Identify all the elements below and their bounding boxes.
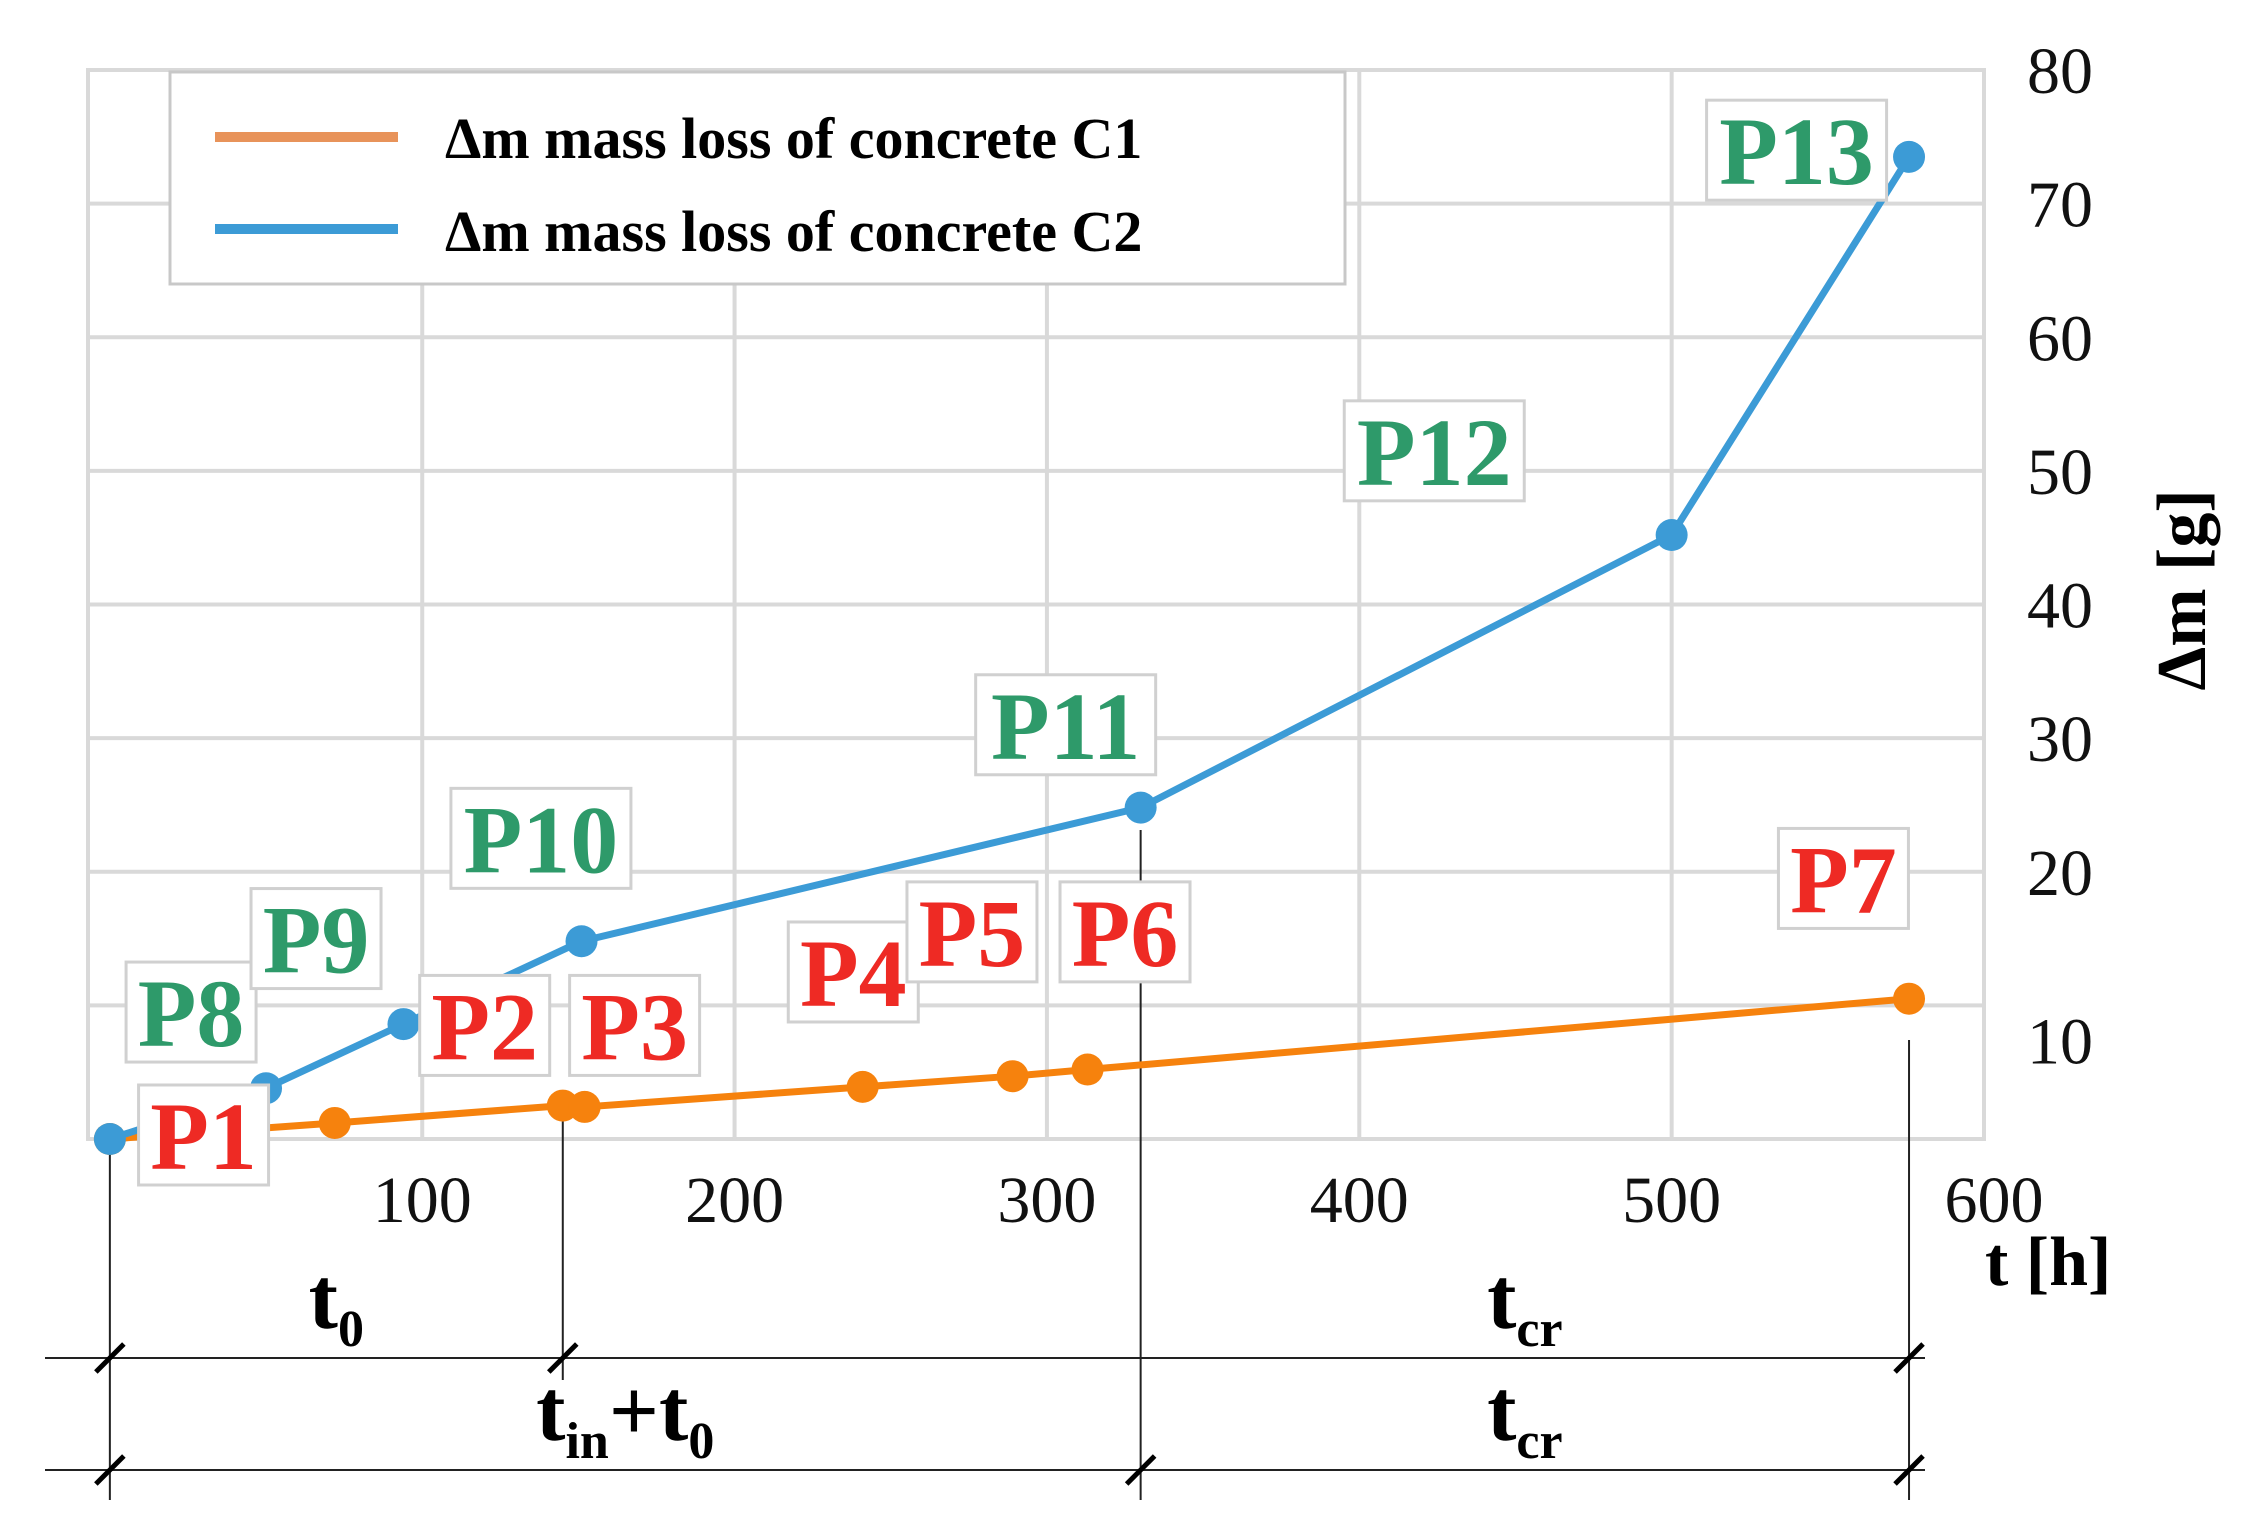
y-tick-labels: 10 20 30 40 50 60 70 80 bbox=[2027, 35, 2093, 1078]
y-tick-label: 30 bbox=[2027, 703, 2093, 776]
legend-label-c2: Δm mass loss of concrete C2 bbox=[445, 199, 1142, 264]
point-label-p3: P3 bbox=[581, 973, 688, 1080]
dimension-label-part: 0 bbox=[688, 1413, 714, 1470]
point-label-p5: P5 bbox=[919, 880, 1026, 987]
point-label-box bbox=[449, 786, 633, 890]
dimension-label-tcr_top: tcr bbox=[1487, 1251, 1562, 1358]
data-point-c2 bbox=[387, 1008, 420, 1041]
data-point-c2 bbox=[565, 925, 598, 958]
point-label-p9: P9 bbox=[263, 887, 370, 994]
point-label-box bbox=[786, 920, 920, 1024]
dimension-tick-mark bbox=[1893, 1342, 1925, 1374]
data-point-c1 bbox=[568, 1090, 601, 1123]
y-tick-label: 80 bbox=[2027, 35, 2093, 108]
point-label-box bbox=[974, 673, 1158, 777]
x-tick-label: 200 bbox=[685, 1164, 784, 1237]
point-label-p12: P12 bbox=[1357, 399, 1512, 506]
point-label-box bbox=[1058, 880, 1192, 984]
point-label-p1: P1 bbox=[150, 1083, 257, 1190]
dimension-label-part: 0 bbox=[338, 1301, 364, 1358]
dimension-label-part: t bbox=[536, 1363, 565, 1460]
point-label-p4: P4 bbox=[800, 920, 907, 1027]
y-tick-label: 20 bbox=[2027, 837, 2093, 910]
dimension-label-part: t bbox=[1487, 1363, 1516, 1460]
point-label-box bbox=[905, 880, 1039, 984]
dimension-label-part: cr bbox=[1516, 1301, 1562, 1358]
dimension-label-part: t bbox=[309, 1251, 338, 1348]
data-point-c2 bbox=[1124, 791, 1157, 824]
dimension-label-part: cr bbox=[1516, 1413, 1562, 1470]
y-tick-label: 10 bbox=[2027, 1005, 2093, 1078]
point-label-box bbox=[249, 887, 383, 991]
y-tick-label: 50 bbox=[2027, 436, 2093, 509]
dimension-label-tin_t0: tin+t0 bbox=[536, 1363, 714, 1470]
dimension-label-part: in bbox=[565, 1413, 608, 1470]
x-tick-label: 100 bbox=[373, 1164, 472, 1237]
x-tick-label: 500 bbox=[1622, 1164, 1721, 1237]
point-label-p11: P11 bbox=[991, 673, 1140, 780]
dimension-label-t0: t0 bbox=[309, 1251, 364, 1358]
x-tick-labels: 100 200 300 400 500 600 bbox=[373, 1164, 2044, 1237]
data-point-c1 bbox=[846, 1070, 879, 1103]
x-axis-title: t [h] bbox=[1985, 1224, 2111, 1301]
data-point-c2 bbox=[1655, 519, 1688, 552]
dimension-tick-mark bbox=[94, 1454, 126, 1486]
point-label-p7: P7 bbox=[1790, 826, 1897, 933]
dimension-label-part: + bbox=[609, 1363, 659, 1460]
point-label-p6: P6 bbox=[1072, 880, 1179, 987]
point-label-box bbox=[124, 960, 258, 1064]
y-axis-title: Δm [g] bbox=[2144, 489, 2221, 690]
data-point-c2 bbox=[1893, 140, 1926, 173]
point-label-box bbox=[1342, 399, 1526, 503]
dimension-tick-mark bbox=[1124, 1454, 1157, 1486]
point-label-p2: P2 bbox=[431, 973, 538, 1080]
data-point-c2 bbox=[93, 1123, 126, 1155]
dimension-tick-mark bbox=[1893, 1454, 1925, 1486]
data-point-c1 bbox=[1071, 1053, 1104, 1086]
x-tick-label: 400 bbox=[1310, 1164, 1409, 1237]
dimension-tick-mark bbox=[547, 1342, 579, 1374]
point-label-box bbox=[418, 973, 552, 1077]
data-point-c1 bbox=[996, 1060, 1029, 1093]
dimension-label-part: t bbox=[659, 1363, 688, 1460]
point-label-box bbox=[137, 1083, 271, 1187]
legend-box bbox=[168, 70, 1347, 286]
point-label-p10: P10 bbox=[464, 786, 619, 893]
x-tick-label: 600 bbox=[1945, 1164, 2044, 1237]
point-label-box bbox=[1776, 826, 1910, 930]
guide-lines bbox=[108, 830, 1911, 1500]
point-label-box bbox=[1705, 98, 1889, 202]
data-point-c1 bbox=[318, 1106, 351, 1139]
legend-label-c1: Δm mass loss of concrete C1 bbox=[445, 106, 1142, 171]
point-label-p13: P13 bbox=[1719, 98, 1874, 205]
dimension-label-part: t bbox=[1487, 1251, 1516, 1348]
x-tick-label: 300 bbox=[997, 1164, 1096, 1237]
y-tick-label: 60 bbox=[2027, 302, 2093, 375]
y-tick-label: 40 bbox=[2027, 570, 2093, 643]
y-tick-label: 70 bbox=[2027, 169, 2093, 242]
point-label-box bbox=[568, 973, 702, 1077]
point-label-p8: P8 bbox=[138, 960, 245, 1067]
legend: Δm mass loss of concrete C1 Δm mass loss… bbox=[168, 70, 1347, 286]
data-point-c1 bbox=[1893, 982, 1926, 1015]
dimension-tick-mark bbox=[94, 1342, 126, 1374]
dimension-label-tcr_bottom: tcr bbox=[1487, 1363, 1562, 1470]
